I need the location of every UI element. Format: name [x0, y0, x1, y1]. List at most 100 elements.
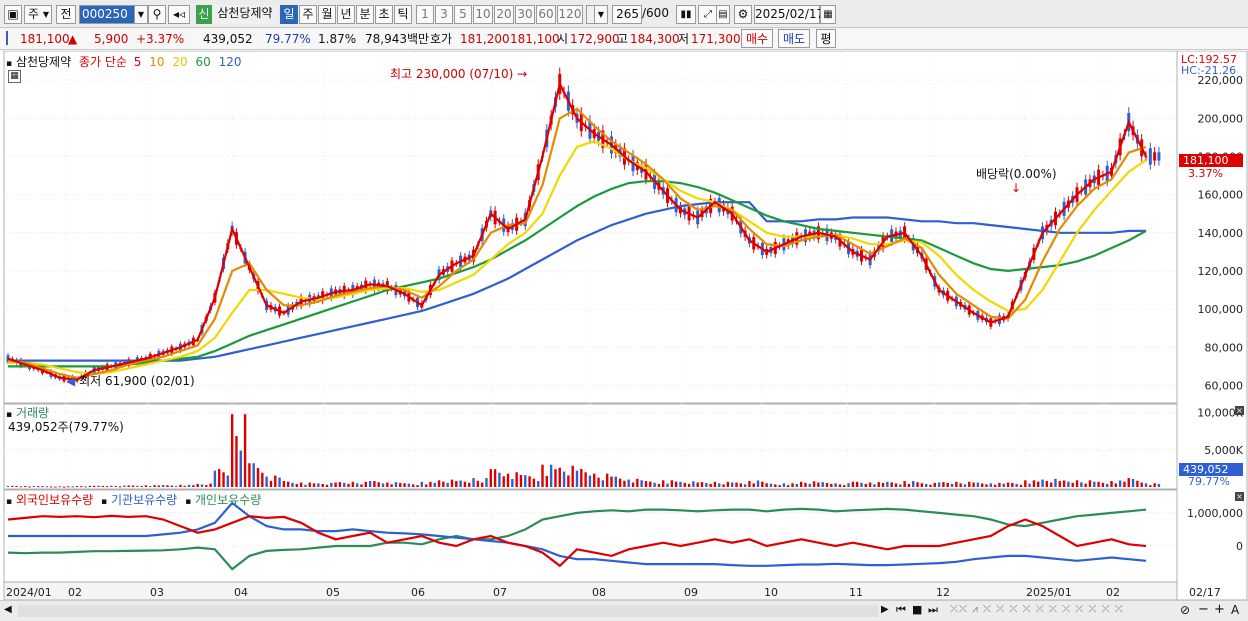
close-icon[interactable]: × — [1235, 406, 1244, 415]
legend-stock-name[interactable]: 삼천당제약 — [15, 55, 72, 69]
buy-button[interactable]: 매수 — [741, 29, 773, 48]
rewind-icon[interactable]: ⏮ — [896, 603, 906, 616]
period-tick-button[interactable]: 틱 — [394, 5, 412, 24]
minute-10-button[interactable]: 10 — [473, 5, 493, 24]
legend-individual[interactable]: 개인보유수량 — [195, 493, 262, 507]
volume-bar — [140, 486, 143, 488]
volume-bar — [407, 483, 411, 487]
volume-bar — [459, 480, 462, 487]
scroll-track[interactable] — [18, 605, 878, 617]
price-tick-label: 220,000 — [1198, 74, 1244, 87]
scroll-right-icon[interactable]: ▶ — [881, 604, 889, 615]
volume-bar — [537, 481, 540, 487]
calendar-icon[interactable]: ▦ — [820, 5, 836, 24]
date-input[interactable]: 2025/02/17 — [754, 5, 824, 24]
period-day-button[interactable]: 일 — [280, 5, 298, 24]
gear-icon[interactable]: ⚙ — [734, 5, 752, 24]
volume-bar — [735, 482, 738, 487]
volume-bar — [804, 482, 807, 487]
lc-label: LC:192.57 — [1181, 53, 1238, 66]
volume-bar — [834, 483, 837, 487]
low-annotation: ◀ 최저 61,900 (02/01) — [66, 372, 195, 389]
drawing-tools[interactable]: ⤫⤫ ⩘ ⤫ ⤫ ⤫ ⤫ ⤫ ⤫ ⤫ ⤫ ⤫ ⤫ ⤫ — [950, 604, 1124, 615]
speaker-icon[interactable]: ◂◃ — [168, 5, 190, 24]
legend-ma-label[interactable]: 종가 단순 — [78, 55, 127, 69]
minute-20-button[interactable]: 20 — [494, 5, 514, 24]
scroll-left-icon[interactable]: ◀ — [4, 604, 12, 615]
zoom-reset-icon[interactable]: ⊘ — [1180, 603, 1191, 617]
volume-bar — [334, 482, 337, 487]
zoom-out-icon[interactable]: − — [1198, 602, 1209, 617]
volume-bar — [36, 486, 40, 488]
drawing-icon[interactable]: ⤢ — [698, 5, 718, 24]
volume-bar — [360, 484, 363, 487]
volume-bar — [1153, 483, 1156, 487]
x-axis-bar — [3, 581, 1178, 600]
volume-bar — [161, 485, 165, 487]
period-month-button[interactable]: 월 — [318, 5, 336, 24]
volume-bar — [890, 482, 893, 487]
scroll-bar[interactable]: ◀ ▶ ⏮ ■ ⏭ ⤫⤫ ⩘ ⤫ ⤫ ⤫ ⤫ ⤫ ⤫ ⤫ ⤫ ⤫ ⤫ ⤫ ⊘ −… — [0, 600, 1248, 621]
sell-button[interactable]: 매도 — [778, 29, 810, 48]
close-icon[interactable]: × — [1235, 492, 1244, 501]
search-icon[interactable]: ⚲ — [148, 5, 166, 24]
holdings-tick-label: 0 — [1236, 540, 1243, 553]
volume-bar — [170, 485, 174, 487]
zoom-in-icon[interactable]: + — [1214, 602, 1225, 617]
volume-bar — [873, 484, 876, 487]
minute-60-button[interactable]: 60 — [536, 5, 556, 24]
volume-bar — [528, 476, 531, 487]
stock-code-input[interactable]: 000250 — [79, 5, 135, 24]
minute-3-button[interactable]: 3 — [435, 5, 453, 24]
save-icon[interactable]: ▤ — [716, 5, 730, 24]
period-minute-button[interactable]: 분 — [356, 5, 374, 24]
auto-scale-icon[interactable]: A — [1231, 603, 1240, 617]
dividend-annotation: 배당락(0.00%) — [976, 167, 1057, 181]
volume-bar — [153, 485, 156, 487]
interval-dropdown-icon[interactable]: ▼ — [594, 5, 608, 24]
code-dropdown-icon[interactable]: ▼ — [134, 5, 148, 24]
play-icon[interactable]: ⏭ — [928, 603, 938, 616]
volume-bar — [1054, 478, 1057, 487]
chart-area[interactable]: 220,000200,000180,000160,000140,000120,0… — [0, 51, 1248, 621]
chart-svg[interactable]: 220,000200,000180,000160,000140,000120,0… — [0, 51, 1248, 600]
volume-bar — [390, 484, 393, 487]
stock-name: 삼천당제약 — [213, 5, 277, 24]
volume-bar — [778, 485, 781, 487]
minute-5-button[interactable]: 5 — [454, 5, 472, 24]
volume-title[interactable]: 거래량 — [15, 406, 50, 420]
trade-amount: 78,943백만 — [365, 32, 430, 46]
evaluate-button[interactable]: 평 — [816, 29, 836, 48]
stop-icon[interactable]: ■ — [912, 603, 923, 616]
volume-bar — [299, 482, 303, 487]
window-menu-icon[interactable]: ▣ — [4, 5, 22, 24]
prev-button[interactable]: 전 — [56, 5, 76, 24]
candle-body — [1157, 152, 1161, 161]
volume-bar — [97, 485, 100, 487]
volume-bar — [511, 478, 514, 487]
indicator-icon[interactable]: ▮▮ — [676, 5, 696, 24]
volume-bar — [696, 482, 699, 487]
period-second-button[interactable]: 초 — [375, 5, 393, 24]
minute-30-button[interactable]: 30 — [515, 5, 535, 24]
legend-foreign[interactable]: 외국인보유수량 — [15, 493, 94, 507]
volume-bar — [644, 481, 648, 487]
market-select[interactable]: 주 ▼ — [24, 5, 52, 24]
volume-bar — [610, 476, 613, 487]
period-year-button[interactable]: 년 — [337, 5, 355, 24]
volume-bar — [575, 470, 579, 487]
volume-bar — [761, 481, 764, 487]
minute-1-button[interactable]: 1 — [416, 5, 434, 24]
volume-bar — [144, 485, 148, 487]
x-tick-label: 10 — [764, 586, 778, 599]
volume-bar — [127, 485, 130, 487]
minute-120-button[interactable]: 120 — [557, 5, 583, 24]
period-week-button[interactable]: 주 — [299, 5, 317, 24]
volume-tick-label: 10,000K — [1197, 407, 1243, 420]
legend-institution[interactable]: 기관보유수량 — [110, 493, 178, 507]
table-icon[interactable]: ▦ — [8, 70, 21, 83]
volume-bar — [480, 482, 484, 487]
volume-bar — [683, 482, 686, 487]
volume-bar — [1149, 485, 1152, 487]
count-input[interactable]: 265 — [612, 5, 642, 24]
